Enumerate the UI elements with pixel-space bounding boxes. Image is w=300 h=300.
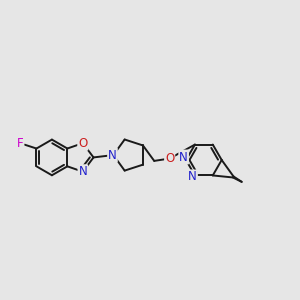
Text: N: N [188, 170, 197, 183]
Text: N: N [179, 151, 188, 164]
Text: N: N [108, 148, 117, 162]
Text: O: O [78, 137, 87, 150]
Text: O: O [165, 152, 174, 165]
Text: F: F [17, 137, 23, 150]
Text: N: N [78, 165, 87, 178]
